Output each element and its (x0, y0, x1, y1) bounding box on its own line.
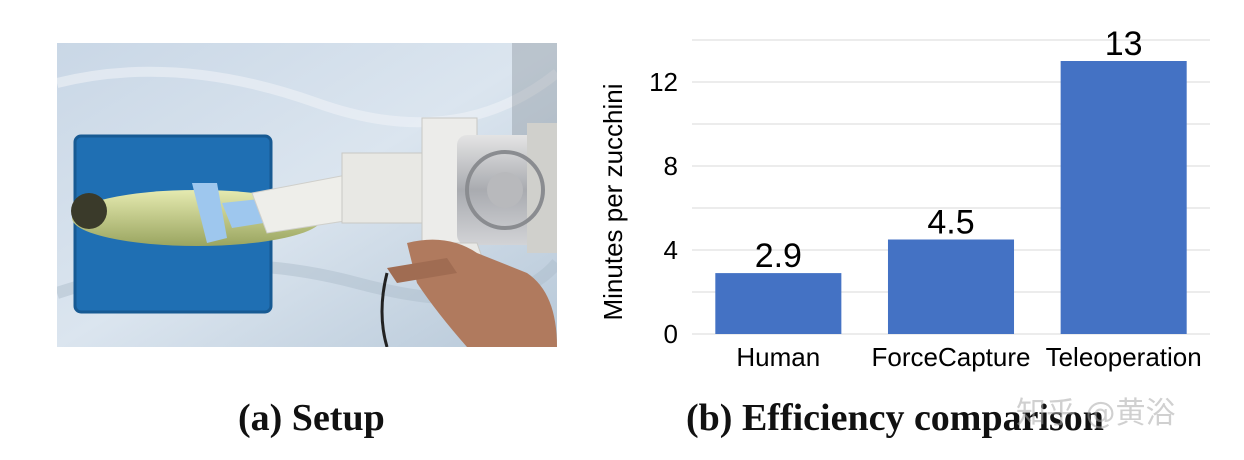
data-label: 2.9 (755, 237, 802, 275)
data-label: 4.5 (927, 204, 974, 242)
bars (715, 61, 1187, 334)
x-ticks: Human ForceCapture Teleoperation (736, 342, 1201, 372)
x-tick-label: ForceCapture (872, 342, 1031, 372)
efficiency-bar-chart: 0 4 8 12 2.9 4.5 13 Human ForceCapture Teleoper… (598, 25, 1210, 372)
y-tick-label: 0 (664, 319, 678, 349)
caption-efficiency: (b) Efficiency comparison (686, 397, 1104, 439)
data-labels: 2.9 4.5 13 (755, 25, 1143, 275)
y-tick-label: 8 (664, 151, 678, 181)
bar-teleoperation (1060, 61, 1187, 334)
y-tick-label: 12 (649, 67, 678, 97)
y-tick-label: 4 (664, 235, 678, 265)
bar-forcecapture (887, 239, 1015, 334)
y-ticks: 0 4 8 12 (649, 67, 678, 349)
setup-photo (57, 43, 557, 347)
peeler-handle (192, 183, 227, 243)
x-tick-label: Teleoperation (1046, 342, 1202, 372)
watermark: 知乎 @黄浴 (1016, 396, 1176, 431)
y-axis-label: Minutes per zucchini (598, 84, 628, 321)
bar-human (715, 273, 842, 334)
x-tick-label: Human (736, 342, 820, 372)
caption-setup: (a) Setup (238, 397, 385, 439)
data-label: 13 (1105, 25, 1143, 63)
